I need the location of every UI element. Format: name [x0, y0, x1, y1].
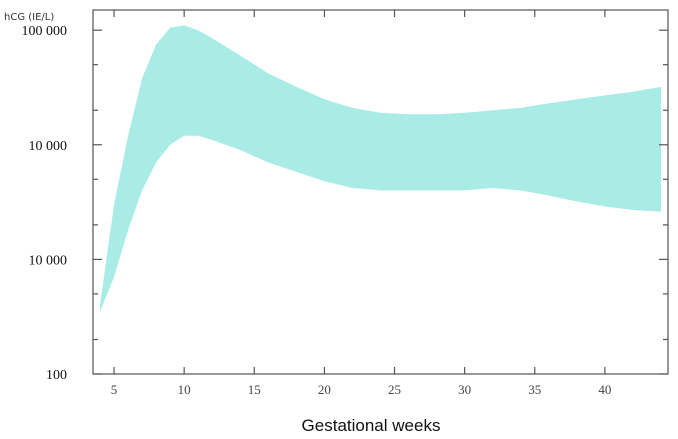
y-tick-label: 10 000 — [29, 139, 68, 154]
y-tick-label: 100 000 — [22, 24, 68, 39]
y-axis-ticks: 100 10 000 10 000 100 000 — [22, 24, 668, 383]
x-tick-label: 35 — [528, 382, 541, 397]
x-tick-label: 10 — [178, 382, 191, 397]
plot-frame — [92, 9, 669, 375]
plot-area — [92, 9, 669, 375]
x-axis-label: Gestational weeks — [302, 416, 441, 435]
x-tick-label: 15 — [248, 382, 261, 397]
x-tick-label: 25 — [388, 382, 401, 397]
hcg-range-band — [100, 25, 661, 312]
x-axis-ticks: 5 10 15 20 25 30 35 40 — [111, 10, 611, 397]
y-tick-label: 10 000 — [29, 253, 68, 268]
x-tick-label: 40 — [598, 382, 611, 397]
x-tick-label: 5 — [111, 382, 118, 397]
y-axis-label: hCG (IE/L) — [4, 12, 54, 23]
x-tick-label: 20 — [318, 382, 331, 397]
y-tick-label: 100 — [46, 368, 67, 383]
x-tick-label: 30 — [458, 382, 471, 397]
